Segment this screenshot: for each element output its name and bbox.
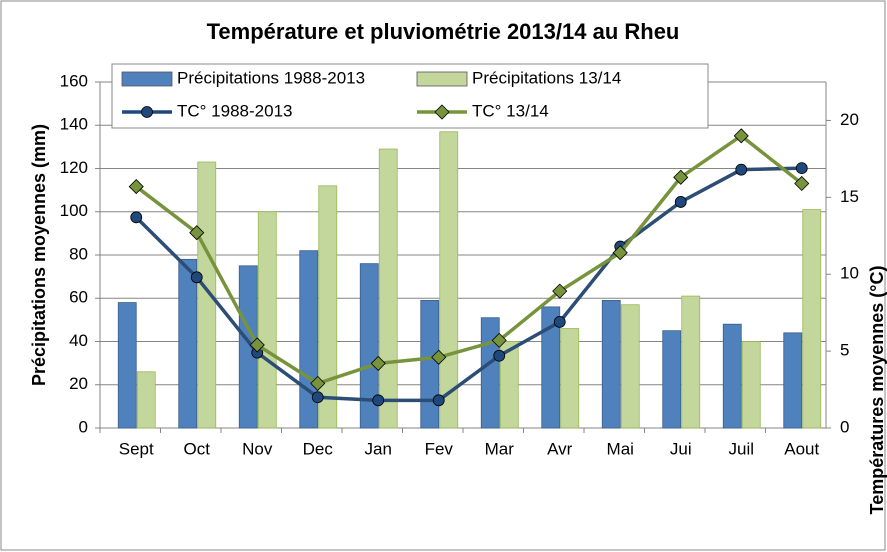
y-tick-label: 0: [79, 417, 88, 436]
x-tick-label: Mai: [607, 439, 634, 458]
bar: [722, 323, 742, 429]
legend-swatch: [416, 71, 468, 87]
bar: [741, 341, 761, 429]
bar: [560, 328, 580, 429]
y-tick-label: 60: [69, 288, 88, 307]
y-tick-label: 40: [69, 331, 88, 350]
y-axis-title: Précipitations moyennes (mm): [29, 124, 49, 386]
y2-tick-label: 15: [840, 187, 859, 206]
bar: [257, 211, 277, 429]
marker: [372, 394, 385, 407]
y-tick-label: 140: [60, 115, 88, 134]
bar: [420, 300, 440, 429]
marker: [612, 245, 628, 261]
bar: [541, 306, 561, 429]
x-tick-label: Dec: [303, 439, 334, 458]
marker: [794, 175, 810, 192]
bar: [359, 263, 379, 429]
y2-tick-label: 5: [840, 341, 849, 360]
x-tick-label: Avr: [547, 439, 573, 458]
legend-marker: [434, 104, 450, 120]
marker: [189, 225, 205, 241]
bar: [378, 148, 398, 429]
marker: [128, 179, 144, 195]
marker: [130, 211, 143, 224]
bar: [480, 317, 500, 429]
y-tick-label: 120: [60, 158, 88, 177]
x-tick-label: Mar: [485, 439, 515, 458]
legend-marker: [141, 106, 153, 118]
x-tick-label: Oct: [184, 439, 211, 458]
line: [135, 133, 803, 386]
marker: [432, 394, 445, 407]
marker: [370, 355, 386, 371]
x-tick-label: Fev: [425, 439, 454, 458]
bar: [136, 371, 156, 429]
marker: [735, 163, 748, 176]
legend-label: TC° 13/14: [472, 101, 549, 120]
y-tick-label: 80: [69, 244, 88, 263]
x-tick-label: Sept: [119, 439, 154, 458]
marker: [493, 349, 506, 362]
bar: [681, 295, 701, 429]
bar: [439, 131, 459, 429]
marker: [249, 337, 265, 353]
marker: [491, 332, 507, 348]
y2-tick-label: 20: [840, 110, 859, 129]
marker: [190, 271, 203, 284]
y2-tick-label: 10: [840, 264, 859, 283]
marker: [552, 283, 568, 299]
x-tick-label: Juil: [728, 439, 754, 458]
x-tick-label: Nov: [242, 439, 273, 458]
legend-box: [111, 63, 709, 129]
y2-tick-label: 0: [840, 417, 849, 436]
y2-axis-title: Températures moyennes (°C): [867, 266, 887, 515]
bar: [620, 304, 640, 429]
bar: [601, 300, 621, 429]
bar: [499, 341, 519, 429]
bar: [802, 209, 822, 429]
y-tick-label: 20: [69, 374, 88, 393]
bar: [117, 302, 137, 429]
legend-swatch: [121, 71, 173, 87]
x-tick-label: Jui: [670, 439, 692, 458]
bar: [197, 161, 217, 429]
bar: [318, 185, 338, 429]
marker: [553, 315, 566, 328]
bar: [783, 332, 803, 429]
line: [135, 166, 802, 403]
marker: [431, 349, 447, 365]
legend-label: Précipitations 13/14: [472, 68, 621, 87]
x-tick-label: Aout: [784, 439, 819, 458]
y-tick-label: 160: [60, 71, 88, 90]
marker: [674, 196, 687, 208]
bar: [178, 258, 198, 429]
x-tick-label: Jan: [365, 439, 392, 458]
marker: [673, 169, 689, 185]
chart-title: Température et pluviométrie 2013/14 au R…: [207, 19, 680, 44]
y-tick-label: 100: [60, 201, 88, 220]
marker: [795, 162, 808, 175]
legend-label: Précipitations 1988-2013: [177, 68, 365, 87]
marker: [310, 375, 326, 391]
bar: [662, 330, 682, 429]
legend-label: TC° 1988-2013: [177, 101, 292, 120]
marker: [311, 391, 324, 404]
marker: [733, 128, 749, 144]
